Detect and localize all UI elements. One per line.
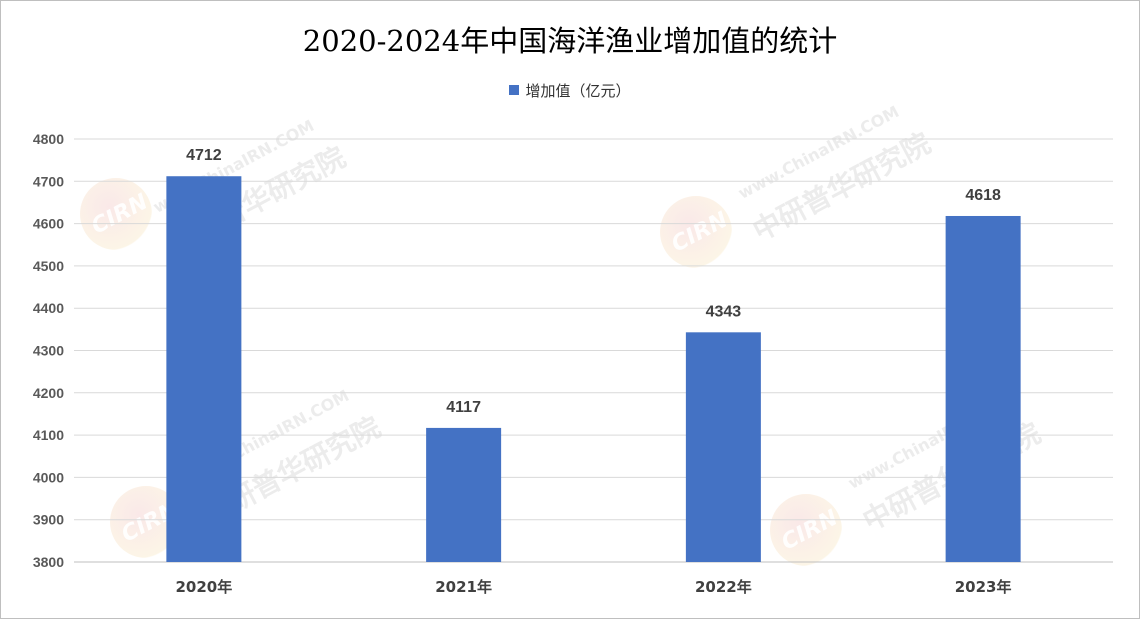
bar <box>166 176 242 562</box>
data-label: 4343 <box>706 303 742 320</box>
y-tick-label: 4500 <box>33 258 64 274</box>
y-tick-label: 4800 <box>33 131 64 147</box>
y-tick-label: 4700 <box>33 173 64 189</box>
legend-swatch <box>509 85 520 95</box>
x-tick-label: 2022年 <box>695 578 752 596</box>
chart-title: 2020-2024年中国海洋渔业增加值的统计 <box>302 24 838 58</box>
data-label: 4618 <box>965 187 1001 204</box>
bar <box>685 332 761 562</box>
data-label: 4117 <box>446 399 481 416</box>
bar <box>945 215 1021 562</box>
data-label: 4712 <box>186 147 222 164</box>
x-tick-label: 2021年 <box>435 578 492 596</box>
y-tick-label: 4600 <box>33 216 64 232</box>
y-tick-label: 4300 <box>33 343 64 359</box>
chart-legend: 增加值（亿元） <box>0 80 1140 101</box>
y-tick-label: 3900 <box>33 512 64 528</box>
y-tick-label: 4000 <box>33 469 64 485</box>
bar <box>426 427 502 562</box>
y-tick-label: 4200 <box>33 385 64 401</box>
x-tick-label: 2023年 <box>955 578 1012 596</box>
y-tick-label: 4100 <box>33 427 64 443</box>
y-tick-label: 3800 <box>33 554 64 570</box>
y-tick-label: 4400 <box>33 300 64 316</box>
legend-label: 增加值（亿元） <box>525 82 631 100</box>
x-tick-label: 2020年 <box>176 578 233 596</box>
